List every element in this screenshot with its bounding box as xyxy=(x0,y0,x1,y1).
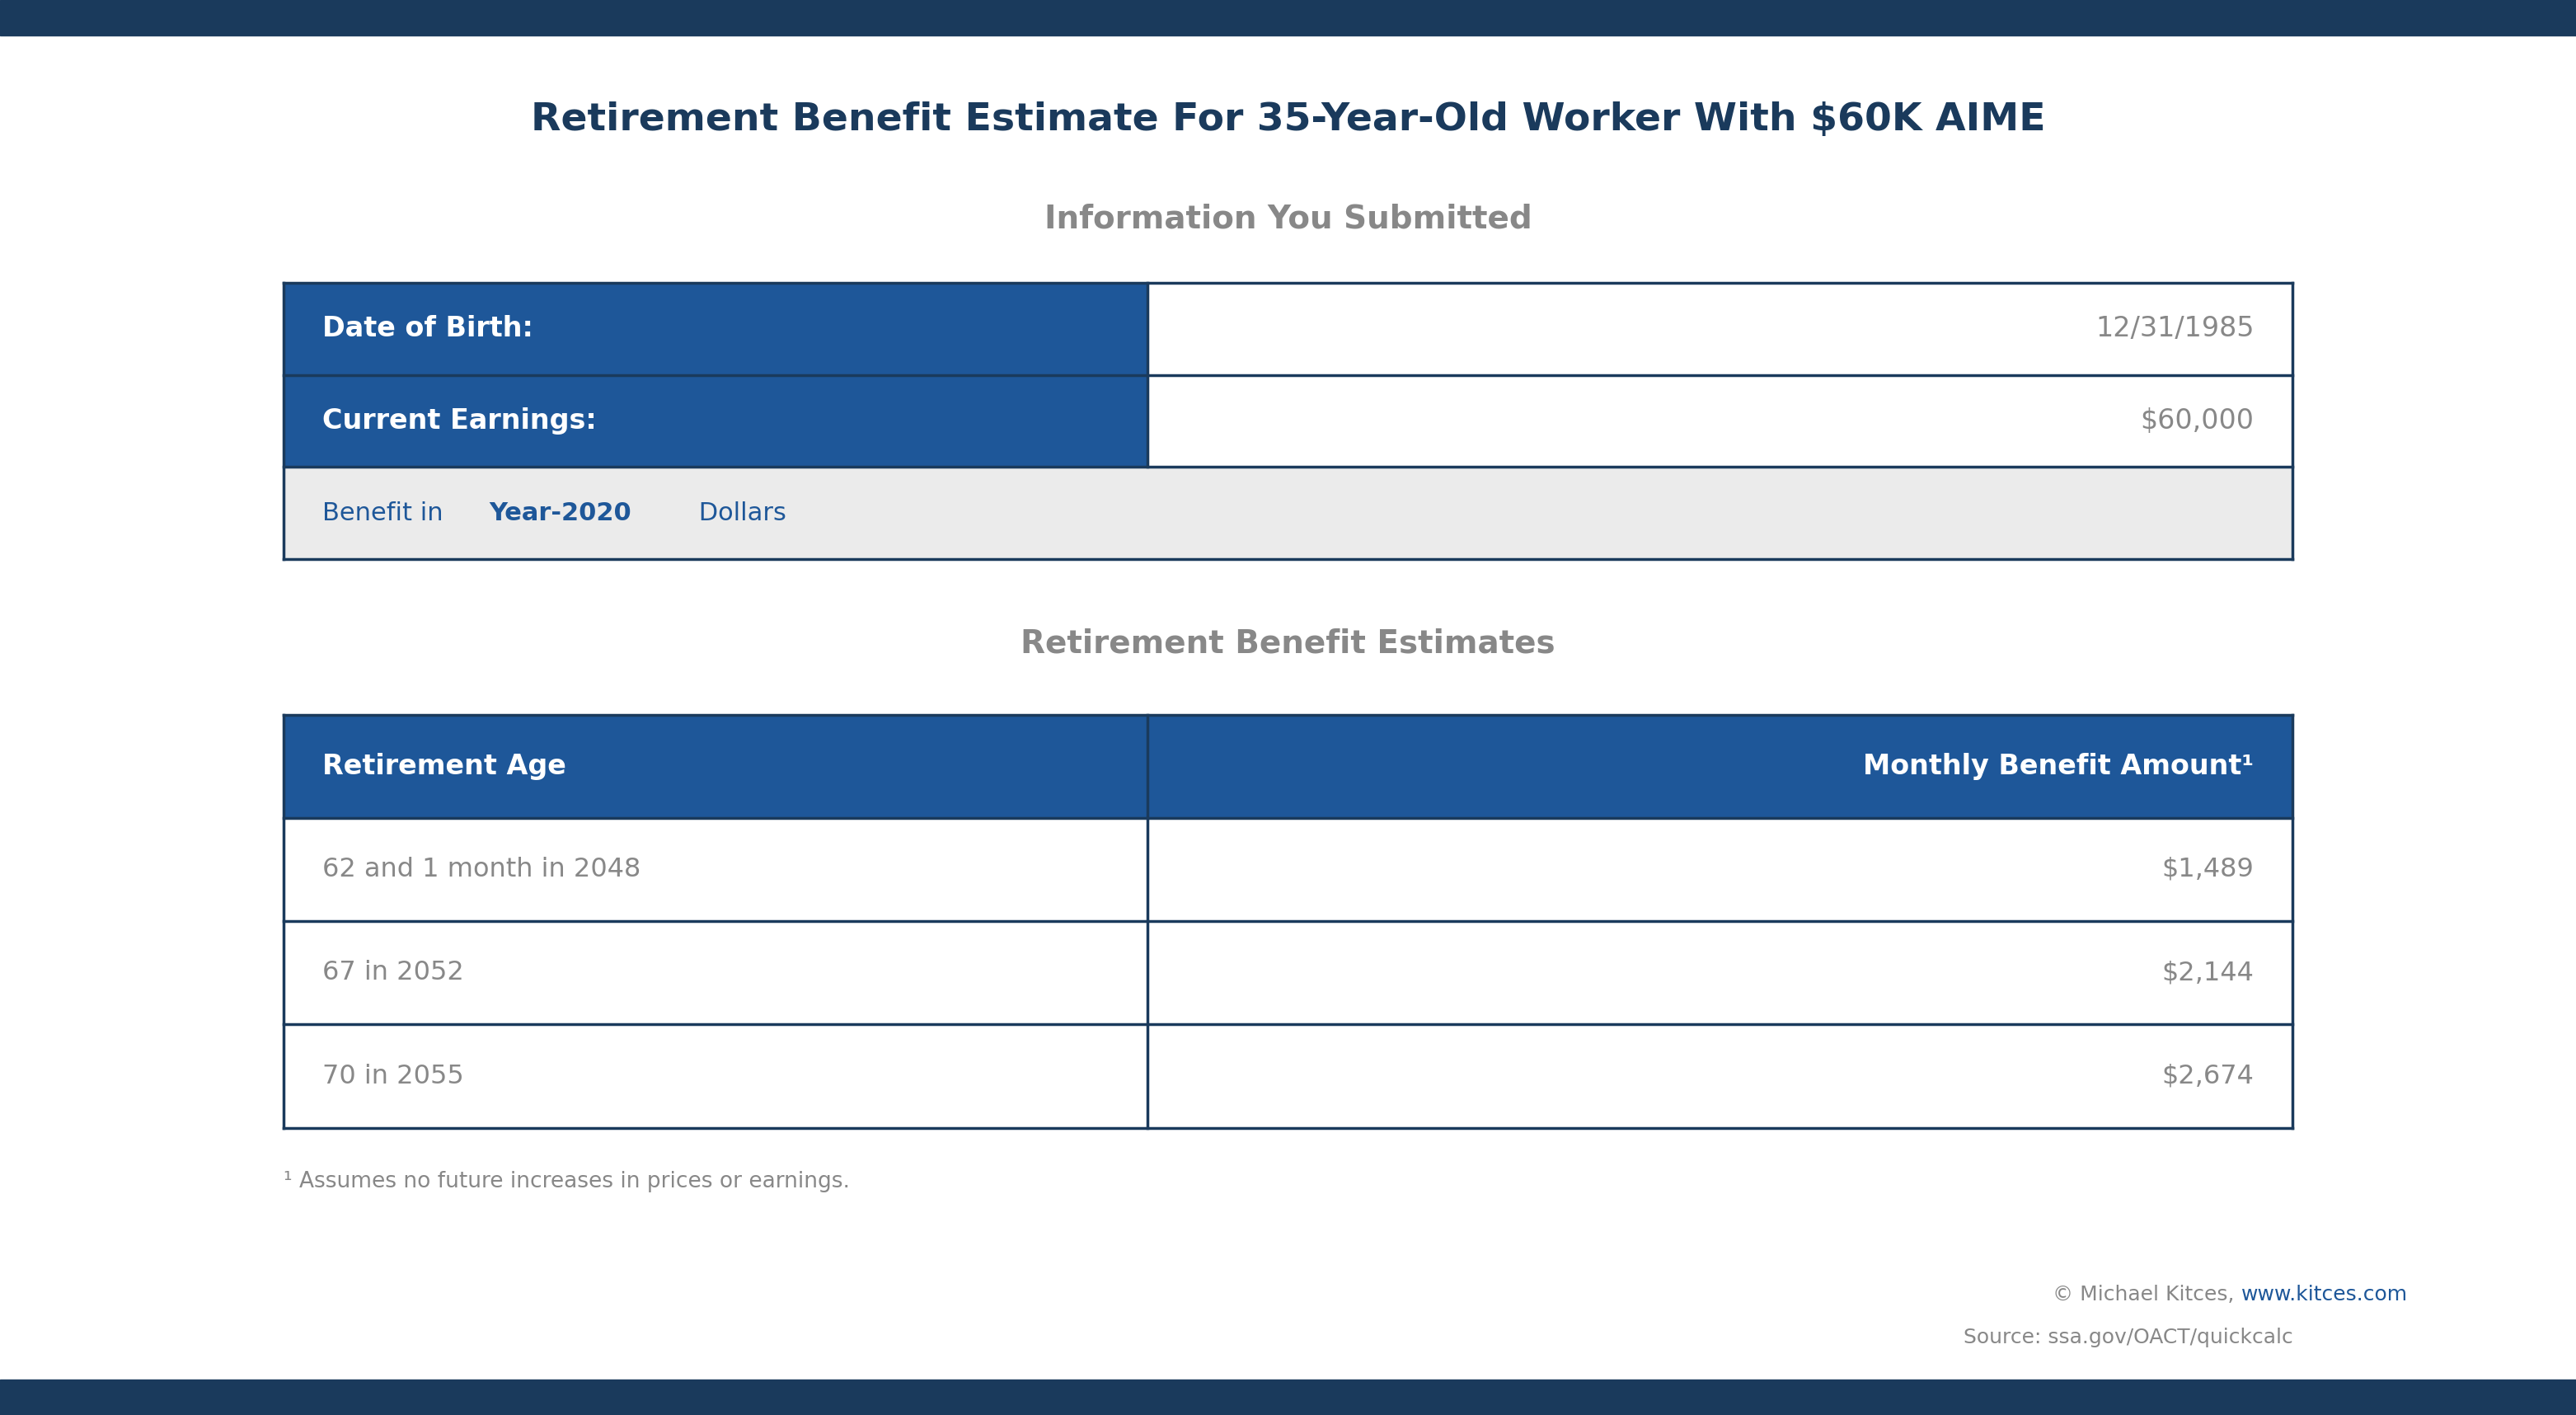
Text: Monthly Benefit Amount¹: Monthly Benefit Amount¹ xyxy=(1862,753,2254,780)
Text: © Michael Kitces,: © Michael Kitces, xyxy=(2053,1285,2241,1305)
Bar xyxy=(283,375,1146,467)
Text: Dollars: Dollars xyxy=(690,501,786,525)
Bar xyxy=(0,1380,2576,1415)
Text: Source: ssa.gov/OACT/quickcalc: Source: ssa.gov/OACT/quickcalc xyxy=(1963,1327,2293,1347)
Bar xyxy=(283,921,2293,1024)
Bar xyxy=(283,1024,2293,1128)
Text: Date of Birth:: Date of Birth: xyxy=(322,316,533,342)
Text: Current Earnings:: Current Earnings: xyxy=(322,408,595,434)
Bar xyxy=(283,818,2293,921)
Bar xyxy=(1146,715,2293,818)
Text: 67 in 2052: 67 in 2052 xyxy=(322,959,464,986)
Text: $2,674: $2,674 xyxy=(2161,1063,2254,1090)
Bar xyxy=(283,467,2293,559)
Text: ¹ Assumes no future increases in prices or earnings.: ¹ Assumes no future increases in prices … xyxy=(283,1170,850,1193)
Text: Benefit in: Benefit in xyxy=(322,501,451,525)
Text: $1,489: $1,489 xyxy=(2161,856,2254,883)
Text: 62 and 1 month in 2048: 62 and 1 month in 2048 xyxy=(322,856,641,883)
Text: Retirement Benefit Estimates: Retirement Benefit Estimates xyxy=(1020,628,1556,659)
Text: Retirement Benefit Estimate For 35-Year-Old Worker With $60K AIME: Retirement Benefit Estimate For 35-Year-… xyxy=(531,102,2045,139)
Text: Retirement Age: Retirement Age xyxy=(322,753,567,780)
Text: $60,000: $60,000 xyxy=(2141,408,2254,434)
Text: Information You Submitted: Information You Submitted xyxy=(1043,204,1533,235)
Text: Year-2020: Year-2020 xyxy=(489,501,631,525)
Text: $2,144: $2,144 xyxy=(2161,959,2254,986)
Bar xyxy=(1146,283,2293,375)
Text: www.kitces.com: www.kitces.com xyxy=(2241,1285,2409,1305)
Bar xyxy=(283,715,1146,818)
Text: 12/31/1985: 12/31/1985 xyxy=(2094,316,2254,342)
Bar xyxy=(0,0,2576,35)
Bar xyxy=(283,283,1146,375)
Bar xyxy=(1146,375,2293,467)
Text: 70 in 2055: 70 in 2055 xyxy=(322,1063,464,1090)
